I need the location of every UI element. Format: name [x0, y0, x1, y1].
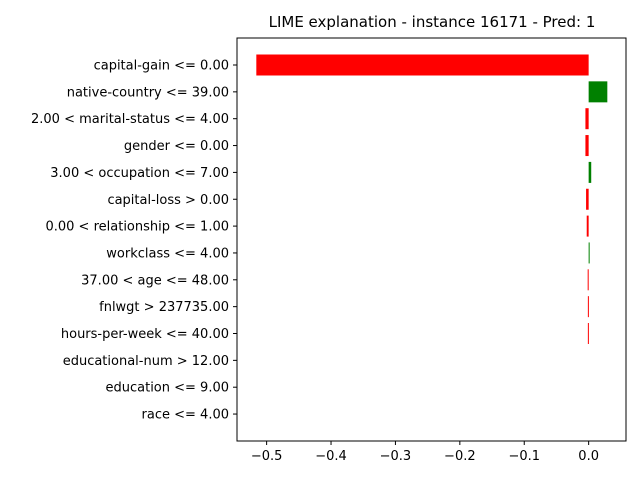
bars-layer — [256, 54, 608, 344]
bar-1 — [588, 81, 608, 103]
x-tick-label: −0.3 — [380, 449, 412, 464]
y-tick-label: 2.00 < marital-status <= 4.00 — [31, 112, 229, 127]
y-tick-label: fnlwgt > 237735.00 — [99, 300, 229, 315]
y-tick-label: race <= 4.00 — [142, 408, 229, 423]
bar-9 — [587, 296, 589, 318]
bar-4 — [588, 161, 592, 183]
y-tick-label: 0.00 < relationship <= 1.00 — [45, 220, 229, 235]
bar-10 — [587, 323, 589, 344]
x-tick-label: −0.4 — [315, 449, 347, 464]
y-tick-label: 37.00 < age <= 48.00 — [81, 273, 229, 288]
y-tick-label: gender <= 0.00 — [124, 139, 229, 154]
bar-5 — [586, 188, 589, 210]
axes-frame — [236, 37, 627, 442]
chart-title: LIME explanation - instance 16171 - Pred… — [269, 13, 596, 31]
bar-0 — [256, 54, 589, 76]
x-axis-ticks: −0.5 −0.4 −0.3 −0.2 −0.1 0.0 — [251, 441, 599, 464]
bar-3 — [585, 135, 589, 157]
y-tick-label: workclass <= 4.00 — [106, 246, 229, 261]
x-tick-label: −0.1 — [508, 449, 540, 464]
y-tick-label: educational-num > 12.00 — [63, 354, 229, 369]
bar-8 — [587, 269, 589, 291]
y-tick-label: capital-gain <= 0.00 — [94, 59, 229, 74]
bar-7 — [588, 242, 590, 264]
y-tick-label: capital-loss > 0.00 — [107, 193, 229, 208]
y-tick-label: native-country <= 39.00 — [67, 85, 229, 100]
y-tick-labels: capital-gain <= 0.00 native-country <= 39… — [31, 59, 237, 423]
y-tick-label: hours-per-week <= 40.00 — [61, 327, 229, 342]
x-tick-label: −0.5 — [251, 449, 283, 464]
x-tick-label: 0.0 — [578, 449, 599, 464]
y-tick-label: 3.00 < occupation <= 7.00 — [50, 166, 229, 181]
bar-2 — [585, 108, 589, 130]
bar-6 — [586, 215, 589, 237]
x-tick-label: −0.2 — [444, 449, 476, 464]
y-tick-label: education <= 9.00 — [106, 381, 230, 396]
